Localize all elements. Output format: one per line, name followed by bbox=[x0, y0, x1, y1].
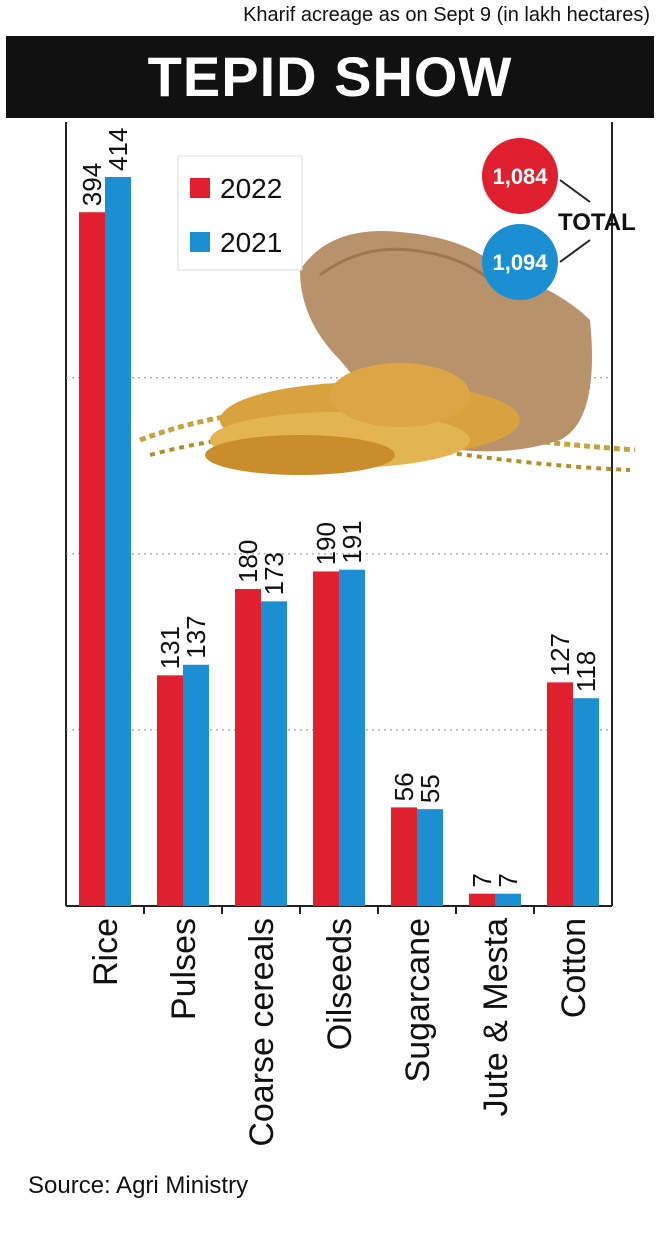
category-label-1: Pulses bbox=[165, 918, 203, 1020]
bar-2021-1 bbox=[183, 664, 209, 906]
total-2022-value: 1,084 bbox=[492, 164, 548, 189]
totals-callout: 1,084 1,094 TOTAL bbox=[482, 138, 636, 300]
total-label: TOTAL bbox=[558, 209, 636, 236]
category-label-0: Rice bbox=[87, 918, 125, 986]
source-note: Source: Agri Ministry bbox=[28, 1172, 249, 1199]
bar-2021-2 bbox=[261, 601, 287, 906]
total-connector-top bbox=[559, 179, 591, 203]
bar-2021-4 bbox=[417, 809, 443, 906]
category-label-2: Coarse cereals bbox=[243, 918, 281, 1147]
total-2021-bubble bbox=[482, 224, 558, 300]
chart-subtitle: Kharif acreage as on Sept 9 (in lakh hec… bbox=[243, 4, 650, 26]
bar-2022-6 bbox=[547, 682, 573, 906]
bar-2021-3 bbox=[339, 569, 365, 906]
legend-label-2021: 2021 bbox=[220, 227, 282, 258]
value-label-2022-3: 190 bbox=[311, 522, 341, 565]
bar-2022-4 bbox=[391, 807, 417, 906]
value-label-2022-5: 7 bbox=[467, 873, 497, 887]
bar-2022-5 bbox=[469, 893, 495, 906]
category-label-6: Cotton bbox=[555, 918, 593, 1018]
value-label-2022-2: 180 bbox=[233, 540, 263, 583]
value-label-2021-3: 191 bbox=[337, 520, 367, 563]
bar-2022-0 bbox=[79, 212, 105, 906]
value-label-2022-6: 127 bbox=[545, 633, 575, 676]
legend-label-2022: 2022 bbox=[220, 173, 282, 204]
category-label-3: Oilseeds bbox=[321, 918, 359, 1050]
value-label-2021-2: 173 bbox=[259, 552, 289, 595]
category-label-4: Sugarcane bbox=[399, 918, 437, 1082]
category-label-5: Jute & Mesta bbox=[477, 918, 515, 1117]
rice-sack-illustration bbox=[139, 231, 636, 475]
value-label-2022-0: 394 bbox=[77, 163, 107, 206]
legend-swatch-2022 bbox=[190, 178, 210, 198]
value-label-2022-1: 131 bbox=[155, 626, 185, 669]
x-ticks bbox=[143, 906, 535, 914]
bar-2022-1 bbox=[157, 675, 183, 906]
value-label-2021-1: 137 bbox=[181, 615, 211, 658]
chart-title-banner: TEPID SHOW bbox=[6, 36, 654, 118]
legend-swatch-2021 bbox=[190, 232, 210, 252]
value-label-2021-6: 118 bbox=[571, 651, 601, 692]
value-label-2021-0: 414 bbox=[103, 128, 133, 171]
bar-2021-5 bbox=[495, 893, 521, 906]
bar-2022-2 bbox=[235, 589, 261, 906]
chart-title: TEPID SHOW bbox=[147, 45, 513, 108]
bar-2021-0 bbox=[105, 177, 131, 906]
value-label-2021-4: 55 bbox=[415, 774, 445, 803]
bar-2021-6 bbox=[573, 698, 599, 906]
value-label-2021-5: 7 bbox=[493, 873, 523, 887]
total-2021-value: 1,094 bbox=[492, 250, 548, 275]
total-2022-bubble bbox=[482, 138, 558, 214]
value-label-2022-4: 56 bbox=[389, 772, 419, 801]
category-labels: Rice Pulses Coarse cereals Oilseeds Sugarcan… bbox=[87, 918, 593, 1147]
total-connector-bottom bbox=[559, 239, 591, 263]
bars bbox=[79, 177, 599, 906]
legend: 2022 2021 bbox=[177, 155, 303, 271]
bar-2022-3 bbox=[313, 571, 339, 906]
